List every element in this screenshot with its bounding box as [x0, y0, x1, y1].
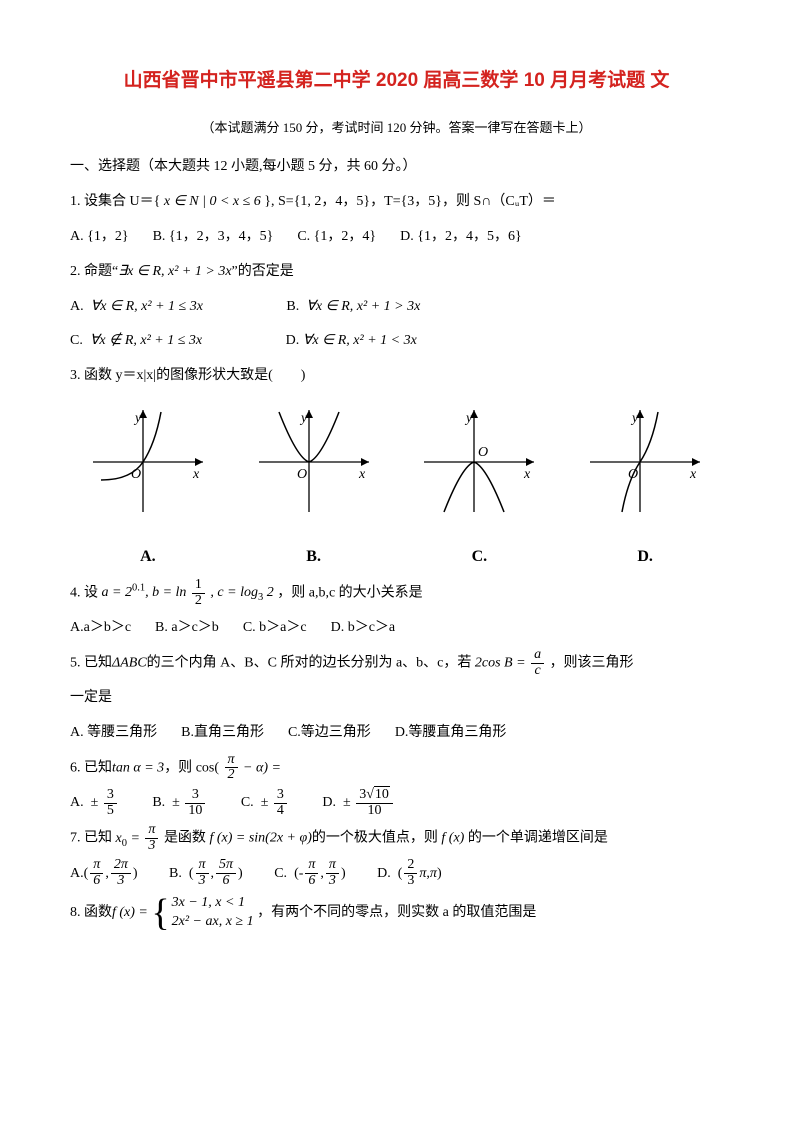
graph-b-svg: y x O	[249, 402, 379, 522]
q6-text: 6. 已知tan α = 3，则 cos( π2 − α) =	[70, 753, 723, 784]
q2-options-row2: C. ∀x ∉ R, x² + 1 ≤ 3x D. ∀x ∈ R, x² + 1…	[70, 326, 723, 357]
q5-text-2: 一定是	[70, 683, 723, 714]
q8-text: 8. 函数f (x) = { 3x − 1, x < 1 2x² − ax, x…	[70, 894, 723, 932]
svg-text:y: y	[630, 411, 639, 426]
q7-options: A.(π6,2π3) B. (π3,5π6) C. (-π6,π3) D. (2…	[70, 858, 723, 889]
graph-d-svg: y x O	[580, 402, 710, 522]
page-title: 山西省晋中市平遥县第二中学 2020 届高三数学 10 月月考试题 文	[70, 60, 723, 102]
svg-text:O: O	[478, 445, 488, 460]
exam-info: （本试题满分 150 分，考试时间 120 分钟。答案一律写在答题卡上）	[70, 114, 723, 143]
svg-text:y: y	[464, 411, 473, 426]
q3-graphs: y x O A. y x O B. y x O C.	[70, 402, 723, 574]
graph-c-svg: y x O	[414, 402, 544, 522]
graph-a: y x O A.	[70, 402, 226, 574]
q3-text: 3. 函数 y＝x|x|的图像形状大致是( )	[70, 361, 723, 392]
q5-options: A. 等腰三角形B.直角三角形C.等边三角形D.等腰直角三角形	[70, 718, 723, 749]
q7-text: 7. 已知 x0 = π3 是函数 f (x) = sin(2x + φ)的一个…	[70, 823, 723, 854]
graph-d: y x O D.	[567, 402, 723, 574]
q4-options: A.a＞b＞cB. a＞c＞bC. b＞a＞cD. b＞c＞a	[70, 613, 723, 644]
svg-text:x: x	[358, 467, 366, 482]
q4-text: 4. 设 a = 20.1, b = ln 12 , c = log3 2 ，则…	[70, 578, 723, 609]
q2-text: 2. 命题“∃x ∈ R, x² + 1 > 3x”的否定是	[70, 257, 723, 288]
q2-options-row1: A. ∀x ∈ R, x² + 1 ≤ 3x B. ∀x ∈ R, x² + 1…	[70, 292, 723, 323]
graph-a-svg: y x O	[83, 402, 213, 522]
section-heading: 一、选择题（本大题共 12 小题,每小题 5 分，共 60 分。）	[70, 152, 723, 183]
svg-text:y: y	[133, 411, 142, 426]
svg-text:y: y	[299, 411, 308, 426]
svg-text:x: x	[523, 467, 531, 482]
svg-text:x: x	[192, 467, 200, 482]
q5-text: 5. 已知ΔABC的三个内角 A、B、C 所对的边长分别为 a、b、c，若 2c…	[70, 648, 723, 679]
graph-b: y x O B.	[236, 402, 392, 574]
graph-c: y x O C.	[402, 402, 558, 574]
svg-text:x: x	[689, 467, 697, 482]
q1-text: 1. 设集合 U＝{ x ∈ N | 0 < x ≤ 6 }, S={1, 2，…	[70, 187, 723, 218]
q6-options: A. ± 35 B. ± 310 C. ± 34 D. ± 3√1010	[70, 788, 723, 819]
svg-text:O: O	[297, 467, 307, 482]
q1-options: A. {1，2}B. {1，2，3，4，5}C. {1，2，4}D. {1，2，…	[70, 222, 723, 253]
